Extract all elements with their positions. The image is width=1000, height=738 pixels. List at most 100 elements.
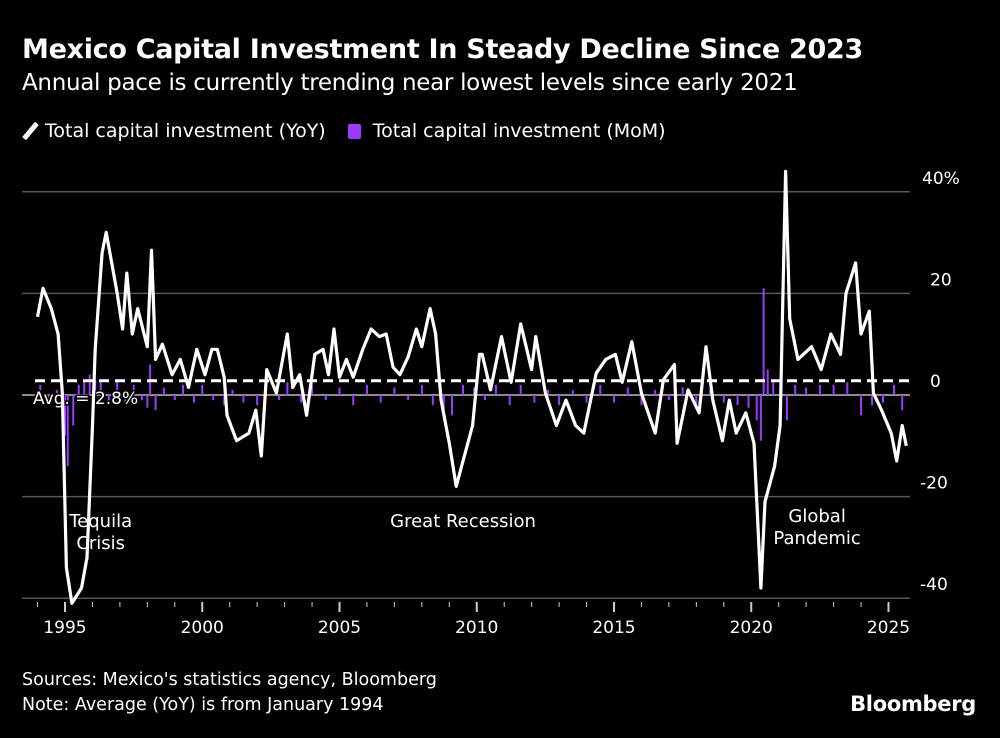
- mom-bar: [66, 395, 69, 467]
- mom-bar: [860, 395, 863, 416]
- legend-item-yoy: Total capital investment (YoY): [22, 120, 326, 142]
- mom-bar: [300, 395, 303, 403]
- mom-bar: [871, 395, 874, 406]
- x-tick-label: 2025: [867, 618, 910, 638]
- mom-bar: [519, 384, 522, 395]
- bar-swatch-icon: [347, 123, 361, 139]
- mom-bar: [626, 387, 629, 395]
- chart-subtitle: Annual pace is currently trending near l…: [22, 70, 798, 96]
- mom-bar: [140, 395, 143, 401]
- mom-bar: [640, 395, 643, 406]
- mom-bar: [533, 395, 536, 403]
- mom-bar: [146, 395, 149, 408]
- mom-bar: [785, 395, 788, 421]
- mom-bar: [451, 395, 454, 416]
- bloomberg-logo: Bloomberg: [850, 692, 976, 716]
- x-tick-label: 2000: [181, 618, 224, 638]
- x-tick-label: 2020: [730, 618, 773, 638]
- mom-bar: [132, 384, 135, 395]
- mom-bar: [483, 395, 486, 401]
- mom-bar: [494, 384, 497, 395]
- mom-bar: [47, 395, 50, 403]
- mom-bar: [83, 379, 86, 395]
- mom-bar: [72, 395, 75, 426]
- y-tick-label: 0: [930, 372, 941, 392]
- mom-bar: [64, 395, 66, 436]
- mom-bar: [162, 387, 165, 395]
- mom-bar: [571, 389, 574, 395]
- yoy-line: [35, 169, 908, 605]
- legend-label-mom: Total capital investment (MoM): [372, 120, 666, 142]
- annotation: Global Pandemic: [773, 506, 860, 549]
- mom-bar: [256, 395, 259, 406]
- annotation-line: Great Recession: [390, 511, 536, 532]
- mom-bar: [231, 389, 234, 395]
- mom-bar: [338, 387, 341, 395]
- x-tick-label: 1995: [43, 618, 86, 638]
- mom-bar: [365, 384, 368, 395]
- mom-bar: [99, 382, 102, 395]
- mom-bar: [613, 395, 615, 403]
- annotation-line: Crisis: [76, 533, 125, 554]
- mom-bar: [558, 395, 561, 406]
- mom-bar: [420, 384, 423, 395]
- mom-bar: [286, 382, 289, 395]
- mom-bar: [407, 395, 410, 401]
- x-tick-label: 2015: [592, 618, 635, 638]
- mom-bar: [107, 395, 110, 403]
- mom-bar: [182, 384, 185, 395]
- y-tick-label: 20: [930, 270, 952, 290]
- note-text: Note: Average (YoY) is from January 1994: [22, 695, 384, 715]
- x-tick-label: 2005: [318, 618, 361, 638]
- legend: Total capital investment (YoY) Total cap…: [22, 120, 688, 142]
- mom-bar: [695, 395, 698, 406]
- mom-bar: [736, 395, 739, 406]
- mom-bar: [759, 395, 762, 441]
- mom-bar: [379, 395, 382, 403]
- mom-bar: [55, 389, 58, 395]
- mom-bar: [667, 395, 670, 401]
- mom-bar: [794, 384, 797, 395]
- mom-bar: [681, 387, 684, 395]
- mom-bar: [882, 395, 885, 403]
- mom-bar: [223, 395, 226, 406]
- mom-bar: [212, 395, 215, 401]
- mom-bar: [755, 395, 758, 421]
- mom-bar: [473, 387, 476, 395]
- mom-bar: [352, 395, 355, 406]
- mom-bar: [832, 384, 835, 395]
- mom-bar: [393, 387, 396, 395]
- y-tick-label: 40%: [922, 169, 960, 189]
- sources-text: Sources: Mexico's statistics agency, Blo…: [22, 670, 437, 690]
- mom-bar: [201, 384, 204, 395]
- mom-bar: [242, 395, 245, 403]
- annotation-line: Pandemic: [773, 528, 860, 549]
- annotation: Great Recession: [390, 511, 536, 532]
- mom-bar: [173, 395, 176, 401]
- mom-bar: [431, 395, 434, 406]
- mom-bar: [278, 395, 281, 401]
- mom-bar: [508, 395, 511, 406]
- mom-bar: [124, 395, 127, 406]
- mom-bar: [762, 288, 765, 395]
- mom-bar: [772, 379, 775, 395]
- annotation-line: Tequila: [68, 511, 132, 532]
- mom-bar: [547, 389, 550, 395]
- mom-bar: [585, 395, 588, 403]
- mom-bar: [805, 387, 808, 395]
- average-label: Avg. = 2.8%: [33, 389, 138, 409]
- mom-bar: [193, 395, 196, 403]
- legend-label-yoy: Total capital investment (YoY): [45, 120, 326, 142]
- annotation: Tequila Crisis: [68, 511, 132, 554]
- mom-bar: [116, 379, 119, 395]
- mom-bar: [77, 384, 80, 395]
- mom-bar: [709, 389, 712, 395]
- y-tick-label: -40: [920, 575, 948, 595]
- mom-bar: [901, 395, 904, 411]
- mom-bar: [462, 384, 465, 395]
- mom-bar: [892, 384, 895, 395]
- mom-bar: [154, 395, 157, 411]
- annotation-line: Global: [788, 506, 845, 527]
- mom-bar: [818, 384, 821, 395]
